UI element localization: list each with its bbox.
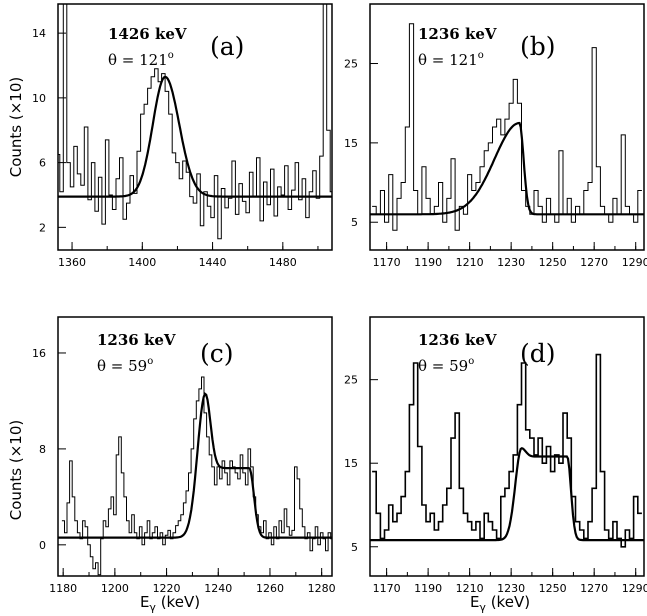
x-tick-label: 1210 bbox=[456, 256, 484, 269]
degree-symbol: o bbox=[168, 50, 174, 61]
degree-symbol: o bbox=[478, 50, 484, 61]
x-tick-label: 1170 bbox=[373, 582, 401, 595]
angle-label: θ = 59o bbox=[97, 356, 153, 375]
data-histogram bbox=[372, 23, 642, 231]
gamma-energy-label: 1236 keV bbox=[418, 331, 497, 349]
y-tick-label: 5 bbox=[351, 216, 358, 229]
plot-frame bbox=[369, 3, 645, 251]
fit-curve bbox=[58, 392, 332, 539]
x-axis-title-left: Eγ (keV) bbox=[140, 593, 200, 614]
y-axis-title-bottom: Counts (×10) bbox=[7, 420, 25, 521]
fit-curve bbox=[370, 121, 644, 216]
x-tick-label: 1280 bbox=[308, 582, 336, 595]
x-tick-label: 1250 bbox=[539, 256, 567, 269]
panel-letter: (d) bbox=[520, 339, 556, 368]
panel-b: 1170 1190 1210 1230 1250 1270 1290 5 15 25 1236 ke… bbox=[344, 3, 647, 269]
x-tick-label: 1480 bbox=[269, 256, 297, 269]
y-tick-label: 10 bbox=[32, 92, 46, 105]
y-tick-label: 25 bbox=[344, 58, 358, 71]
x-axis-title-right: Eγ (keV) bbox=[470, 593, 530, 614]
x-axis-title-base: E bbox=[470, 593, 479, 611]
x-tick-label: 1230 bbox=[497, 582, 525, 595]
plot-frame bbox=[57, 3, 333, 251]
degree-symbol: o bbox=[468, 356, 474, 367]
x-tick-label: 1290 bbox=[622, 256, 647, 269]
y-tick-label: 0 bbox=[39, 539, 46, 552]
gamma-energy-label: 1426 keV bbox=[108, 25, 187, 43]
y-tick-label: 5 bbox=[351, 541, 358, 554]
x-tick-label: 1240 bbox=[204, 582, 232, 595]
y-tick-label: 14 bbox=[32, 27, 46, 40]
panel-d: 1170 1190 1210 1230 1250 1270 1290 5 15 25 1236 ke… bbox=[344, 316, 647, 595]
x-tick-label: 1170 bbox=[373, 256, 401, 269]
x-tick-label: 1260 bbox=[256, 582, 284, 595]
gamma-energy-label: 1236 keV bbox=[97, 331, 176, 349]
fit-curve bbox=[370, 446, 644, 542]
y-tick-label: 2 bbox=[39, 221, 46, 234]
x-tick-label: 1360 bbox=[58, 256, 86, 269]
x-tick-label: 1290 bbox=[622, 582, 647, 595]
data-histogram bbox=[61, 376, 332, 576]
x-tick-label: 1210 bbox=[456, 582, 484, 595]
fit-curve bbox=[58, 75, 332, 198]
x-tick-label: 1180 bbox=[49, 582, 77, 595]
x-tick-label: 1270 bbox=[580, 582, 608, 595]
x-tick-label: 1440 bbox=[199, 256, 227, 269]
y-axis-title-top: Counts (×10) bbox=[7, 77, 25, 178]
y-tick-label: 25 bbox=[344, 374, 358, 387]
x-tick-label: 1200 bbox=[101, 582, 129, 595]
plot-frame bbox=[369, 316, 645, 577]
data-histogram bbox=[372, 353, 642, 548]
x-tick-label: 1190 bbox=[414, 256, 442, 269]
y-tick-label: 15 bbox=[344, 457, 358, 470]
angle-label: θ = 121o bbox=[418, 50, 484, 69]
y-tick-label: 16 bbox=[32, 347, 46, 360]
x-tick-label: 1400 bbox=[128, 256, 156, 269]
data-histogram bbox=[58, 4, 332, 240]
x-axis-title-sub: γ bbox=[149, 601, 156, 614]
panel-letter: (c) bbox=[200, 339, 234, 368]
angle-label: θ = 121o bbox=[108, 50, 174, 69]
angle-label: θ = 59o bbox=[418, 356, 474, 375]
x-axis-title-unit: (keV) bbox=[156, 593, 200, 611]
y-tick-label: 6 bbox=[39, 157, 46, 170]
x-tick-label: 1190 bbox=[414, 582, 442, 595]
y-tick-label: 8 bbox=[39, 443, 46, 456]
plot-frame bbox=[57, 316, 333, 577]
x-tick-label: 1270 bbox=[580, 256, 608, 269]
degree-symbol: o bbox=[147, 356, 153, 367]
x-axis-title-unit: (keV) bbox=[486, 593, 530, 611]
x-tick-label: 1230 bbox=[497, 256, 525, 269]
y-tick-label: 15 bbox=[344, 137, 358, 150]
panel-letter: (b) bbox=[520, 32, 556, 61]
x-axis-title-sub: γ bbox=[479, 601, 486, 614]
panel-a: 1360 1400 1440 1480 2 6 10 14 1426 keV θ = 121o (a… bbox=[32, 3, 333, 269]
gamma-energy-label: 1236 keV bbox=[418, 25, 497, 43]
panel-c: 1180 1200 1220 1240 1260 1280 0 8 16 1236 keV θ = … bbox=[32, 316, 336, 595]
x-tick-label: 1220 bbox=[153, 582, 181, 595]
panel-letter: (a) bbox=[210, 32, 244, 61]
x-tick-label: 1250 bbox=[539, 582, 567, 595]
x-axis-title-base: E bbox=[140, 593, 149, 611]
